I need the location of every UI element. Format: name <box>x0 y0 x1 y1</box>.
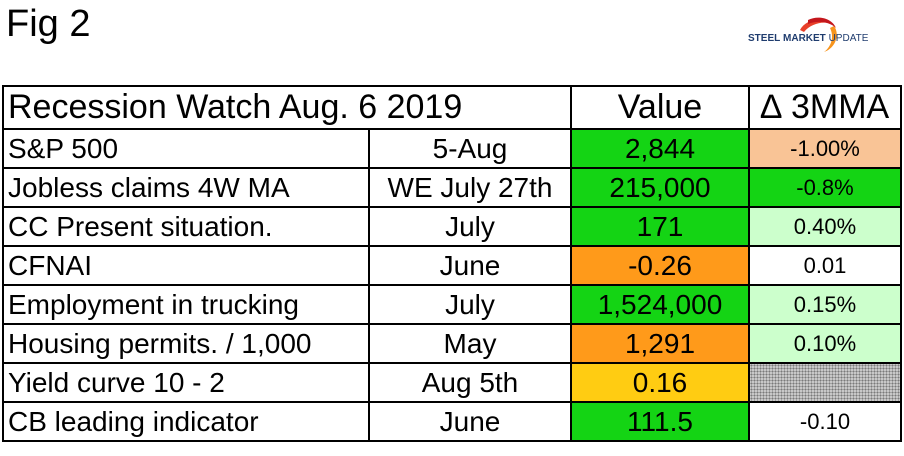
value-cell: 171 <box>570 206 750 247</box>
change-cell: 0.10% <box>748 323 902 364</box>
table-row: Yield curve 10 - 2 Aug 5th 0.16 <box>2 362 902 403</box>
logo-word-update: UPDATE <box>828 33 869 44</box>
value-cell: 2,844 <box>570 128 750 169</box>
change-cell: -1.00% <box>748 128 902 169</box>
table-header-row: Recession Watch Aug. 6 2019 Value ∆ 3MMA <box>2 85 902 130</box>
value-cell: 0.16 <box>570 362 750 403</box>
period-cell: July <box>368 206 572 247</box>
value-cell: 215,000 <box>570 167 750 208</box>
indicator-cell: Yield curve 10 - 2 <box>2 362 370 403</box>
table-title: Recession Watch Aug. 6 2019 <box>2 85 572 130</box>
steel-market-update-logo: STEEL MARKET UPDATE <box>748 16 898 56</box>
table-row: Jobless claims 4W MA WE July 27th 215,000-… <box>2 167 902 208</box>
indicator-cell: S&P 500 <box>2 128 370 169</box>
swoosh-logo-icon <box>800 17 837 52</box>
logo-word-steel: STEEL <box>748 33 781 44</box>
value-cell: -0.26 <box>570 245 750 286</box>
period-cell: May <box>368 323 572 364</box>
change-cell: 0.40% <box>748 206 902 247</box>
value-cell: 1,291 <box>570 323 750 364</box>
table-row: S&P 500 5-Aug 2,844 -1.00% <box>2 128 902 169</box>
value-cell: 111.5 <box>570 401 750 442</box>
period-cell: July <box>368 284 572 325</box>
table-body: S&P 500 5-Aug 2,844 -1.00% Jobless claims 4W… <box>2 128 902 442</box>
table-row: CC Present situation. July 171 0.40% <box>2 206 902 247</box>
period-cell: 5-Aug <box>368 128 572 169</box>
indicator-cell: CFNAI <box>2 245 370 286</box>
change-cell: -0.8% <box>748 167 902 208</box>
table-row: CB leading indicator June 111.5 -0.10 <box>2 401 902 442</box>
recession-watch-table: Recession Watch Aug. 6 2019 Value ∆ 3MMA… <box>2 85 902 442</box>
indicator-cell: CC Present situation. <box>2 206 370 247</box>
indicator-cell: Employment in trucking <box>2 284 370 325</box>
period-cell: WE July 27th <box>368 167 572 208</box>
change-cell: 0.15% <box>748 284 902 325</box>
period-cell: Aug 5th <box>368 362 572 403</box>
change-cell <box>748 362 902 403</box>
table-row: CFNAI June -0.26 0.01 <box>2 245 902 286</box>
period-cell: June <box>368 245 572 286</box>
indicator-cell: Jobless claims 4W MA <box>2 167 370 208</box>
period-cell: June <box>368 401 572 442</box>
change-cell: -0.10 <box>748 401 902 442</box>
indicator-cell: CB leading indicator <box>2 401 370 442</box>
indicator-cell: Housing permits. / 1,000 <box>2 323 370 364</box>
value-header: Value <box>570 85 750 130</box>
figure-label: Fig 2 <box>6 3 91 45</box>
logo-word-market: MARKET <box>783 33 826 44</box>
table-row: Housing permits. / 1,000 May 1,291 0.10% <box>2 323 902 364</box>
table-row: Employment in trucking July 1,524,000 0.15% <box>2 284 902 325</box>
change-cell: 0.01 <box>748 245 902 286</box>
value-cell: 1,524,000 <box>570 284 750 325</box>
change-header: ∆ 3MMA <box>748 85 902 130</box>
